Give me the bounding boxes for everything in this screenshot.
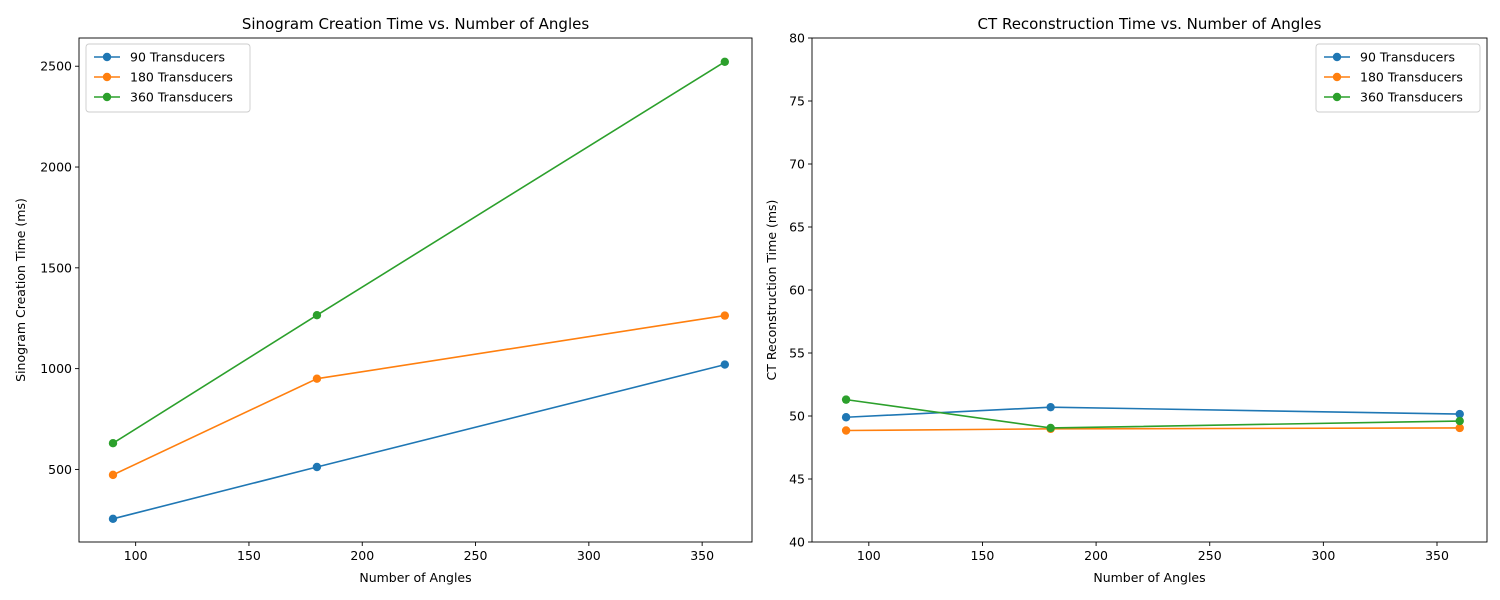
legend-box (85, 43, 251, 113)
legend-label: 90 Transducers (130, 50, 225, 65)
x-tick-label: 300 (577, 548, 601, 563)
data-point (1455, 416, 1464, 426)
legend-marker-90-transducers (102, 52, 112, 62)
series-line-360-transducers (112, 61, 726, 444)
data-point (1455, 423, 1464, 433)
data-point (841, 413, 851, 422)
x-tick-label: 250 (464, 548, 488, 563)
legend-label: 360 Transducers (130, 90, 233, 105)
x-axis-label: Number of Angles (1093, 570, 1205, 585)
legend: 90 Transducers 180 Transducers 360 Transdu… (1315, 43, 1481, 113)
y-tick-label: 2000 (40, 160, 72, 175)
data-point (312, 311, 322, 320)
y-tick-label: 50 (789, 409, 805, 424)
data-point (1046, 423, 1055, 433)
y-tick-label: 1500 (40, 260, 72, 275)
plot-frame (78, 37, 753, 543)
legend-box (1315, 43, 1481, 113)
data-point (1455, 409, 1464, 419)
y-axis-label: CT Reconstruction Time (ms) (764, 200, 779, 381)
legend: 90 Transducers 180 Transducers 360 Transdu… (85, 43, 251, 113)
series-line-180-transducers (846, 427, 1460, 432)
legend-label: 360 Transducers (1360, 90, 1463, 105)
x-tick-label: 150 (971, 548, 995, 563)
x-tick-label: 200 (1084, 548, 1108, 563)
y-tick-label: 70 (789, 157, 805, 172)
y-tick-label: 1000 (40, 361, 72, 376)
plot-frame (811, 37, 1488, 543)
y-tick-label: 65 (789, 220, 805, 235)
data-point (108, 439, 118, 448)
data-point (720, 360, 730, 369)
legend-marker-90-transducers (1332, 52, 1342, 62)
data-point (312, 462, 322, 472)
chart-title: CT Reconstruction Time vs. Number of Ang… (978, 15, 1322, 33)
x-tick-label: 100 (857, 548, 881, 563)
legend-label: 180 Transducers (1360, 70, 1463, 85)
y-tick-label: 500 (48, 462, 72, 477)
data-point (841, 426, 851, 435)
x-tick-label: 350 (1425, 548, 1449, 563)
data-point (312, 374, 322, 383)
y-tick-label: 55 (789, 346, 805, 361)
y-tick-label: 60 (789, 283, 805, 298)
x-tick-label: 250 (1198, 548, 1222, 563)
x-tick-label: 150 (237, 548, 261, 563)
data-point (108, 470, 118, 480)
series-line-180-transducers (112, 314, 725, 476)
chart-ct-reconstruction-time: CT Reconstruction Time vs. Number of Ang… (764, 15, 1488, 585)
chart-sinogram-creation-time: Sinogram Creation Time vs. Number of Ang… (13, 15, 753, 585)
chart-title: Sinogram Creation Time vs. Number of Ang… (242, 15, 590, 33)
y-tick-label: 45 (789, 472, 805, 487)
y-tick-label: 2500 (40, 59, 72, 74)
data-point (108, 514, 118, 524)
legend-label: 180 Transducers (130, 70, 233, 85)
x-tick-label: 100 (124, 548, 148, 563)
data-point (841, 395, 851, 404)
x-tick-label: 350 (690, 548, 714, 563)
data-point (720, 311, 730, 320)
y-tick-label: 80 (789, 31, 805, 46)
data-point (720, 57, 730, 66)
y-tick-label: 75 (789, 94, 805, 109)
x-tick-label: 300 (1311, 548, 1335, 563)
legend-marker-180-transducers (102, 72, 112, 82)
legend-label: 90 Transducers (1360, 50, 1455, 65)
legend-marker-360-transducers (102, 92, 112, 102)
legend-marker-180-transducers (1332, 72, 1342, 82)
series-line-360-transducers (845, 398, 1460, 429)
data-point (1046, 402, 1055, 412)
y-axis-label: Sinogram Creation Time (ms) (13, 198, 28, 382)
x-tick-label: 200 (350, 548, 374, 563)
x-axis-label: Number of Angles (359, 570, 471, 585)
y-tick-label: 40 (789, 535, 805, 550)
legend-marker-360-transducers (1332, 92, 1342, 102)
series-line-90-transducers (112, 363, 726, 520)
